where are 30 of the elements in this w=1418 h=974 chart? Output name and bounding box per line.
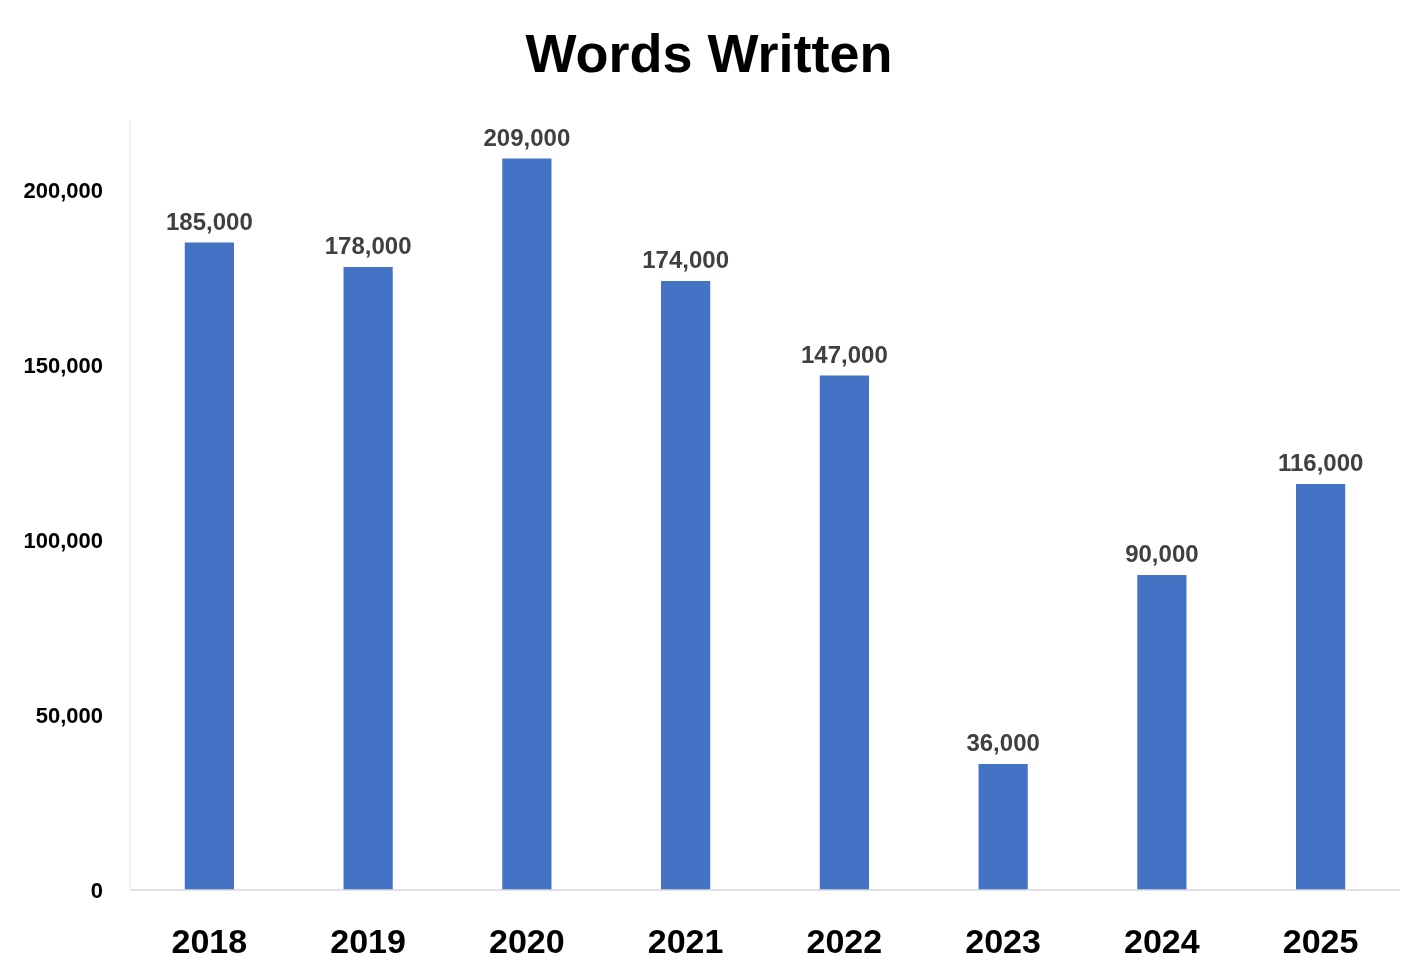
- data-label: 116,000: [1277, 449, 1364, 476]
- bar: [343, 267, 393, 890]
- y-tick-label: 100,000: [23, 527, 103, 553]
- x-tick-label: 2020: [489, 922, 565, 960]
- y-tick-label: 150,000: [23, 352, 103, 378]
- data-label: 178,000: [324, 232, 412, 259]
- data-label: 209,000: [483, 123, 571, 151]
- y-tick-label: 200,000: [23, 177, 103, 203]
- data-label: 36,000: [966, 729, 1040, 756]
- x-tick-label: 2023: [965, 922, 1041, 960]
- chart-title: Words Written: [525, 23, 893, 83]
- bar: [1296, 484, 1346, 890]
- x-tick-label: 2021: [647, 922, 724, 960]
- x-tick-label: 2024: [1124, 922, 1200, 960]
- bar: [819, 375, 869, 890]
- bar: [978, 764, 1028, 890]
- bar: [502, 158, 552, 890]
- y-tick-label: 0: [90, 877, 103, 903]
- x-tick-label: 2022: [806, 922, 883, 960]
- data-label: 185,000: [165, 207, 253, 235]
- bar: [661, 281, 711, 890]
- data-label: 174,000: [642, 246, 730, 273]
- x-tick-label: 2018: [171, 922, 248, 960]
- data-label: 90,000: [1125, 540, 1199, 567]
- bar: [184, 242, 234, 890]
- y-tick-label: 50,000: [35, 702, 103, 728]
- x-tick-label: 2019: [330, 922, 406, 960]
- data-label: 147,000: [800, 340, 888, 368]
- x-tick-label: 2025: [1282, 922, 1359, 960]
- bar: [1137, 575, 1187, 890]
